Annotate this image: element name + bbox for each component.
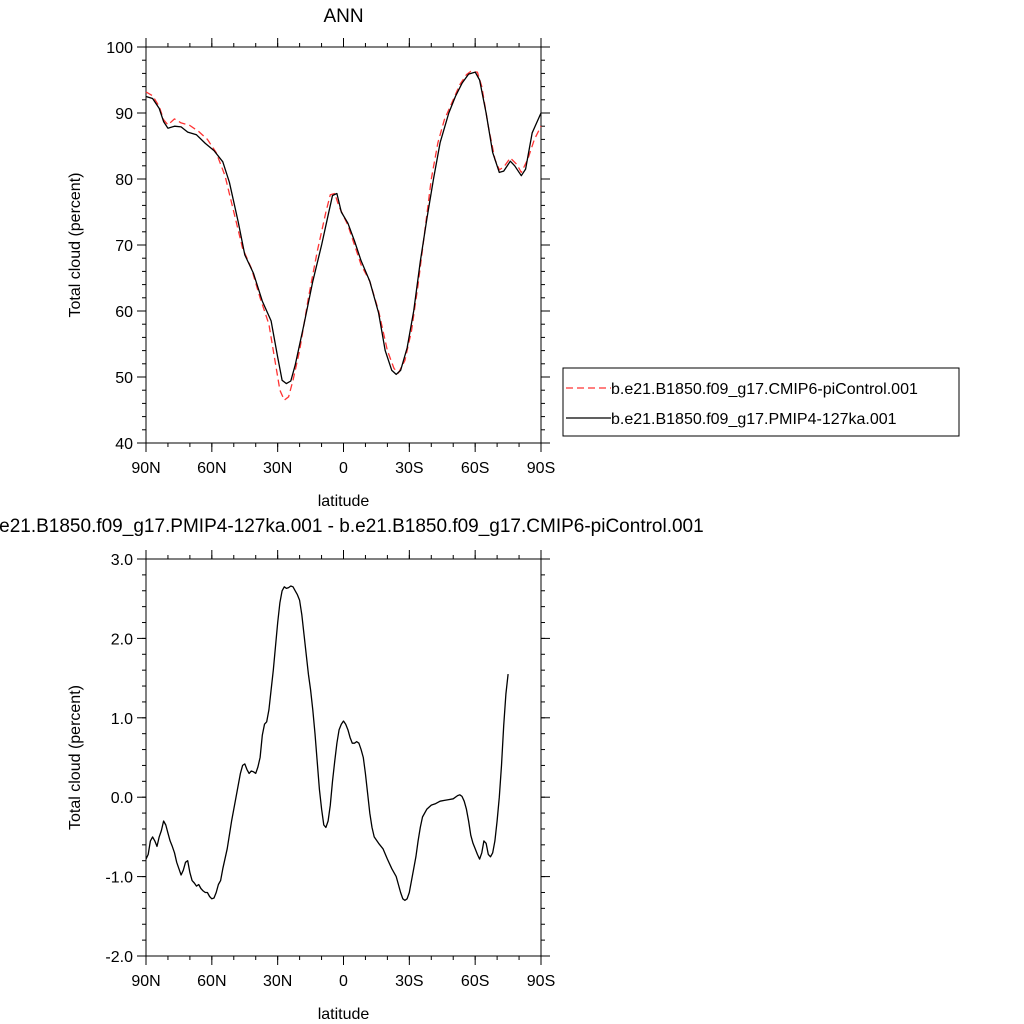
legend-label: b.e21.B1850.f09_g17.CMIP6-piControl.001 xyxy=(611,381,918,398)
y-tick-label: 100 xyxy=(106,40,133,57)
x-tick-label: 60S xyxy=(461,973,489,990)
y-tick-label: 60 xyxy=(115,304,133,321)
x-tick-label: 90S xyxy=(527,973,555,990)
chart-1: ANN 40 50 60 70 80 90 100 90N 60N 30N 0 30S 60S 90S lat… xyxy=(67,6,960,510)
plot-frame xyxy=(145,558,542,957)
y-tick-label: -2.0 xyxy=(105,949,133,966)
y-tick-label: 70 xyxy=(115,238,133,255)
x-tick-label: 90S xyxy=(527,460,555,477)
x-tick-label: 60S xyxy=(461,460,489,477)
x-tick-label: 0 xyxy=(339,973,348,990)
plot-frame xyxy=(145,46,542,444)
x-axis-label: latitude xyxy=(318,1006,370,1023)
x-tick-label: 30N xyxy=(263,973,292,990)
y-tick-label: 90 xyxy=(115,106,133,123)
chart-title: ANN xyxy=(323,6,363,27)
legend: b.e21.B1850.f09_g17.CMIP6-piControl.001b… xyxy=(562,367,960,437)
x-tick-label: 0 xyxy=(339,460,348,477)
x-axis-label: latitude xyxy=(318,493,370,510)
y-tick-label: 2.0 xyxy=(111,631,133,648)
y-axis-label: Total cloud (percent) xyxy=(67,685,84,830)
y-tick-label: 40 xyxy=(115,436,133,453)
y-axis-label: Total cloud (percent) xyxy=(67,173,84,318)
series-line-1 xyxy=(145,585,509,902)
y-tick-label: 0.0 xyxy=(111,790,133,807)
x-tick-label: 60N xyxy=(197,460,226,477)
x-tick-label: 90N xyxy=(131,460,160,477)
x-tick-label: 90N xyxy=(131,973,160,990)
y-tick-label: 3.0 xyxy=(111,552,133,569)
x-tick-label: 30N xyxy=(263,460,292,477)
y-tick-label: 80 xyxy=(115,172,133,189)
chart-2: b.e21.B1850.f09_g17.PMIP4-127ka.001 - b.… xyxy=(0,516,704,1023)
x-tick-label: 60N xyxy=(197,973,226,990)
y-tick-label: 50 xyxy=(115,370,133,387)
series-line-1 xyxy=(145,70,542,401)
legend-label: b.e21.B1850.f09_g17.PMIP4-127ka.001 xyxy=(611,411,897,428)
x-tick-label: 30S xyxy=(395,460,423,477)
y-tick-label: -1.0 xyxy=(105,870,133,887)
legend-box xyxy=(562,367,960,437)
y-tick-label: 1.0 xyxy=(111,711,133,728)
series-line-2 xyxy=(145,71,542,385)
x-tick-label: 30S xyxy=(395,973,423,990)
chart-title: b.e21.B1850.f09_g17.PMIP4-127ka.001 - b.… xyxy=(0,516,704,537)
